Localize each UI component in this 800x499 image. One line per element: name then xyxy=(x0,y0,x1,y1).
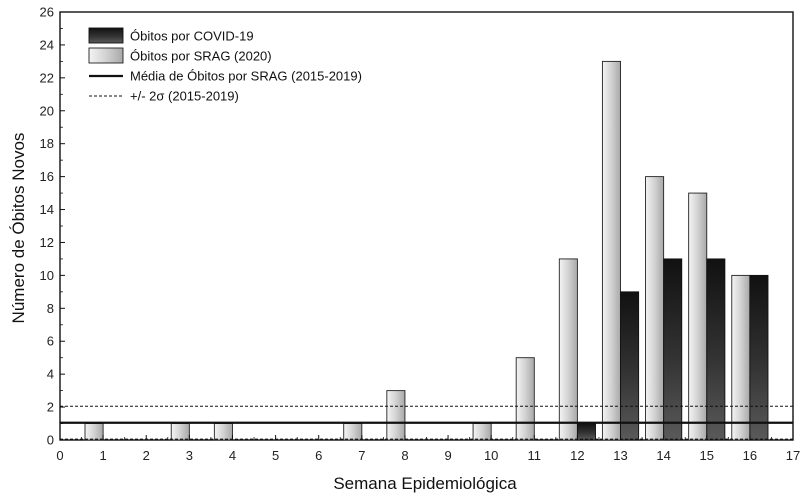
x-tick-label: 0 xyxy=(56,448,63,463)
x-tick-label: 17 xyxy=(786,448,800,463)
bar-srag-2020 xyxy=(213,423,233,441)
legend-label: +/- 2σ (2015-2019) xyxy=(130,89,239,104)
bar-srag-2020 xyxy=(601,60,621,441)
y-tick-label: 26 xyxy=(40,5,54,20)
x-tick-label: 8 xyxy=(401,448,408,463)
reference-lines xyxy=(60,405,793,440)
y-tick-label: 22 xyxy=(40,70,54,85)
x-tick-label: 2 xyxy=(143,448,150,463)
y-tick-label: 10 xyxy=(40,268,54,283)
bar-covid-19 xyxy=(706,258,726,441)
y-tick-label: 8 xyxy=(47,301,54,316)
x-tick-label: 15 xyxy=(700,448,714,463)
legend-swatch-srag xyxy=(88,47,124,64)
y-tick-label: 12 xyxy=(40,235,54,250)
x-tick-label: 13 xyxy=(613,448,627,463)
x-tick-label: 11 xyxy=(528,448,542,463)
x-tick-label: 14 xyxy=(656,448,670,463)
bar-srag-2020 xyxy=(645,176,665,441)
bar-srag-2020 xyxy=(386,390,406,441)
bar-srag-2020 xyxy=(84,423,104,441)
axes: 0 1 2 3 4 5 6 7 8 9 10 11 12 13 14 15 16 1702468101214161… xyxy=(40,5,800,464)
y-tick-label: 0 xyxy=(47,433,54,448)
bar-srag-2020 xyxy=(731,274,751,441)
x-tick-label: 12 xyxy=(570,448,584,463)
bars-layer xyxy=(84,60,769,441)
legend-label: Média de Óbitos por SRAG (2015-2019) xyxy=(130,69,362,84)
y-tick-label: 2 xyxy=(47,400,54,415)
y-tick-label: 20 xyxy=(40,103,54,118)
x-tick-label: 16 xyxy=(743,448,757,463)
y-tick-label: 4 xyxy=(47,367,54,382)
bar-srag-2020 xyxy=(515,357,535,441)
x-tick-label: 1 xyxy=(100,448,107,463)
bar-covid-19 xyxy=(663,258,683,441)
bar-srag-2020 xyxy=(472,423,492,441)
x-tick-label: 5 xyxy=(272,448,279,463)
x-tick-label: 4 xyxy=(229,448,236,463)
y-tick-label: 16 xyxy=(40,169,54,184)
legend-label: Óbitos por COVID-19 xyxy=(130,29,254,44)
bar-covid-19 xyxy=(576,423,596,441)
y-tick-label: 24 xyxy=(40,37,54,52)
x-tick-label: 10 xyxy=(484,448,498,463)
bar-covid-19 xyxy=(620,291,640,441)
x-tick-label: 6 xyxy=(315,448,322,463)
bar-srag-2020 xyxy=(688,192,708,441)
y-tick-label: 6 xyxy=(47,334,54,349)
bar-srag-2020 xyxy=(558,258,578,441)
bar-srag-2020 xyxy=(170,423,190,441)
y-tick-label: 14 xyxy=(40,202,54,217)
x-tick-label: 9 xyxy=(444,448,451,463)
legend-label: Óbitos por SRAG (2020) xyxy=(130,49,272,64)
legend-swatch-covid xyxy=(88,27,124,44)
x-tick-label: 3 xyxy=(186,448,193,463)
y-axis-title: Número de Óbitos Novos xyxy=(9,133,28,324)
legend: Óbitos por COVID-19 Óbitos por SRAG (2020… xyxy=(88,27,362,104)
x-axis-title: Semana Epidemiológica xyxy=(333,474,517,493)
y-tick-label: 18 xyxy=(40,136,54,151)
bar-srag-2020 xyxy=(343,423,363,441)
bar-covid-19 xyxy=(749,274,769,441)
x-tick-label: 7 xyxy=(358,448,365,463)
